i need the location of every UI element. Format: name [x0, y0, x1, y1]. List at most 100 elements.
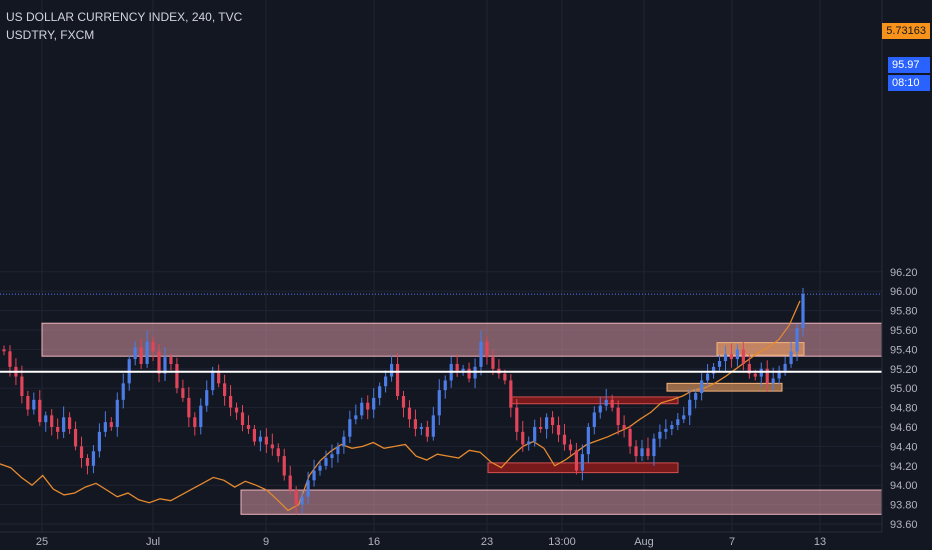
- candle-body: [8, 351, 12, 367]
- candle-body: [44, 415, 48, 423]
- y-tick-label: 95.40: [890, 344, 918, 356]
- candle-body: [467, 368, 471, 379]
- candle-body: [556, 425, 561, 435]
- candle-body: [747, 363, 751, 374]
- candle-body: [318, 465, 322, 471]
- y-tick-label: 94.40: [890, 441, 918, 453]
- candle-body: [330, 454, 334, 459]
- candle-body: [121, 383, 125, 400]
- candle-body: [258, 436, 262, 442]
- candle-body: [771, 378, 775, 384]
- candle-body: [342, 436, 346, 447]
- legend-compare-symbol[interactable]: USDTRY, FXCM: [6, 28, 95, 42]
- candle-body: [431, 415, 435, 437]
- candle-body: [711, 366, 716, 374]
- candle-body: [109, 422, 113, 427]
- candle-body: [777, 370, 781, 379]
- price-axis[interactable]: 93.60 93.80 94.00 94.20 94.40 94.60 94.80 95.00…: [881, 0, 918, 532]
- y-tick-label: 95.60: [890, 325, 918, 337]
- candle-body: [294, 490, 298, 505]
- candle-body: [133, 347, 137, 360]
- candle-body: [163, 357, 167, 374]
- candle-body: [223, 383, 227, 396]
- candle-body: [795, 328, 799, 352]
- candle-body: [658, 431, 662, 439]
- candle-body: [348, 419, 352, 437]
- candle-body: [217, 370, 221, 384]
- candle-body: [56, 427, 60, 432]
- candle-body: [682, 415, 686, 420]
- legend-main-symbol[interactable]: US DOLLAR CURRENCY INDEX, 240, TVC: [6, 10, 243, 24]
- candle-body: [705, 373, 710, 381]
- x-tick-label: 25: [36, 536, 48, 548]
- candle-body: [443, 380, 447, 391]
- candle-body: [199, 405, 203, 427]
- candle-body: [103, 422, 107, 432]
- candle-body: [676, 419, 680, 426]
- candle-body: [568, 444, 573, 451]
- candle-body: [32, 399, 36, 410]
- candle-body: [509, 380, 513, 408]
- candle-body: [26, 395, 30, 410]
- candle-body: [270, 444, 274, 449]
- candle-body: [592, 412, 596, 427]
- candle-body: [407, 407, 412, 420]
- candle-body: [574, 450, 579, 471]
- candle-body: [50, 415, 54, 427]
- candle-body: [300, 496, 304, 505]
- candle-body: [688, 399, 692, 416]
- candle-body: [604, 399, 608, 406]
- candle-body: [694, 393, 698, 400]
- candle-body: [622, 425, 626, 429]
- candle-body: [240, 412, 245, 426]
- candle-body: [521, 431, 525, 445]
- candle-body: [395, 363, 400, 396]
- candle-body: [735, 349, 740, 360]
- candle-body: [789, 351, 793, 364]
- y-tick-label: 94.20: [890, 461, 918, 473]
- candle-body: [324, 458, 328, 466]
- x-tick-label: 23: [481, 536, 493, 548]
- price-zone-orange: [666, 382, 783, 392]
- candle-body: [312, 470, 316, 481]
- y-tick-label: 96.20: [890, 267, 918, 279]
- x-tick-label: Jul: [146, 536, 160, 548]
- time-axis[interactable]: 25 Jul 9 16 23 13:00 Aug 7 13: [0, 531, 882, 548]
- candle-body: [729, 354, 734, 360]
- candle-body: [187, 397, 191, 418]
- candle-body: [503, 373, 507, 381]
- candle-body: [73, 428, 78, 447]
- candle-body: [586, 427, 590, 455]
- x-tick-label: 9: [263, 536, 269, 548]
- candle-body: [139, 347, 143, 364]
- candle-body: [354, 415, 358, 420]
- candle-body: [91, 451, 96, 466]
- candle-body: [550, 417, 555, 426]
- candle-body: [264, 436, 268, 445]
- candle-body: [580, 454, 584, 471]
- candle-body: [437, 390, 441, 416]
- grid-lines: [0, 0, 882, 532]
- candle-body: [389, 363, 394, 377]
- candle-body: [634, 446, 638, 457]
- candle-body: [765, 368, 769, 384]
- candle-body: [211, 370, 215, 391]
- y-tick-label: 93.60: [890, 519, 918, 531]
- horizontal-levels: [0, 293, 882, 373]
- candle-body: [20, 376, 24, 396]
- candle-body: [741, 349, 745, 364]
- x-tick-label: 7: [729, 536, 735, 548]
- candle-body: [455, 363, 459, 371]
- countdown-tag: 08:10: [888, 75, 930, 91]
- candle-body: [485, 341, 489, 358]
- candle-body: [246, 425, 251, 429]
- price-zone-red: [511, 396, 679, 405]
- candle-body: [515, 407, 519, 432]
- compare-price-tag: 5.73163: [882, 23, 930, 39]
- candle-body: [145, 341, 149, 364]
- candle-body: [360, 402, 364, 416]
- candle-body: [378, 386, 382, 398]
- candle-body: [717, 361, 722, 367]
